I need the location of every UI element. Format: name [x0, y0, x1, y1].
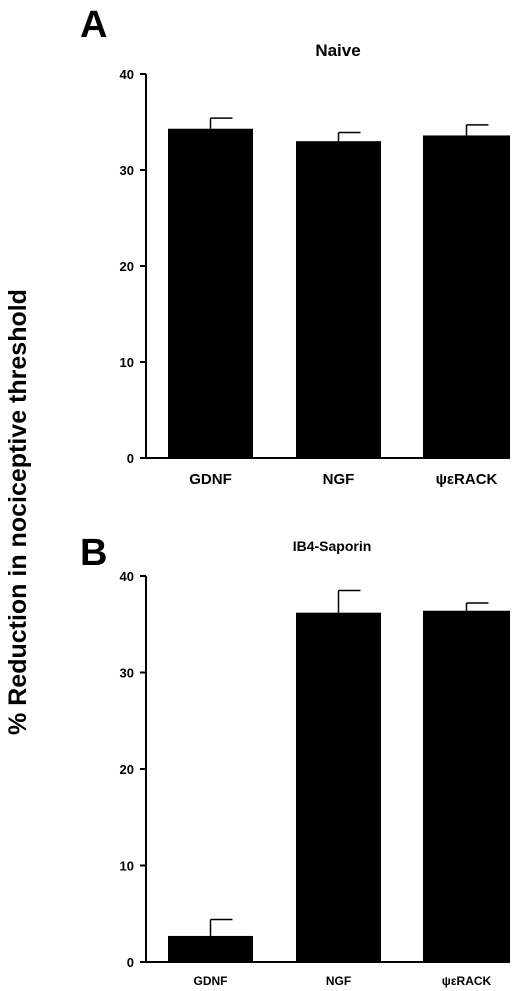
y-tick-label: 0 [127, 955, 134, 970]
y-axis-label: % Reduction in nociceptive threshold [4, 289, 32, 735]
y-tick-label: 40 [120, 569, 134, 584]
panel-b-letter: B [80, 532, 107, 574]
bar [296, 612, 381, 962]
y-tick-label: 0 [127, 451, 134, 466]
bar [423, 135, 510, 458]
y-tick-label: 10 [120, 355, 134, 370]
x-tick-label: NGF [326, 974, 351, 988]
panel-a-title: Naive [315, 41, 360, 60]
x-tick-label: GDNF [189, 471, 232, 488]
y-tick-label: 30 [120, 666, 134, 681]
y-tick-label: 40 [120, 67, 134, 82]
panel-a-chart: A Naive 0 10 20 30 40 GDNF NGF ψεRACK [80, 4, 510, 488]
panel-a-letter: A [80, 4, 107, 46]
y-tick-label: 30 [120, 163, 134, 178]
bar [168, 128, 253, 458]
x-tick-label: ψεRACK [436, 471, 498, 488]
x-tick-label: NGF [323, 471, 355, 488]
y-tick-label: 20 [120, 259, 134, 274]
panel-b-chart: B IB4-Saporin 0 10 20 30 40 GDNF NGF ψεRACK [80, 532, 510, 988]
y-tick-label: 10 [120, 859, 134, 874]
x-tick-label: GDNF [194, 974, 228, 988]
panel-b-title: IB4-Saporin [293, 538, 372, 554]
bar [168, 935, 253, 962]
x-tick-label: ψεRACK [442, 974, 492, 988]
y-tick-label: 20 [120, 762, 134, 777]
bar [296, 141, 381, 458]
bar [423, 610, 510, 962]
